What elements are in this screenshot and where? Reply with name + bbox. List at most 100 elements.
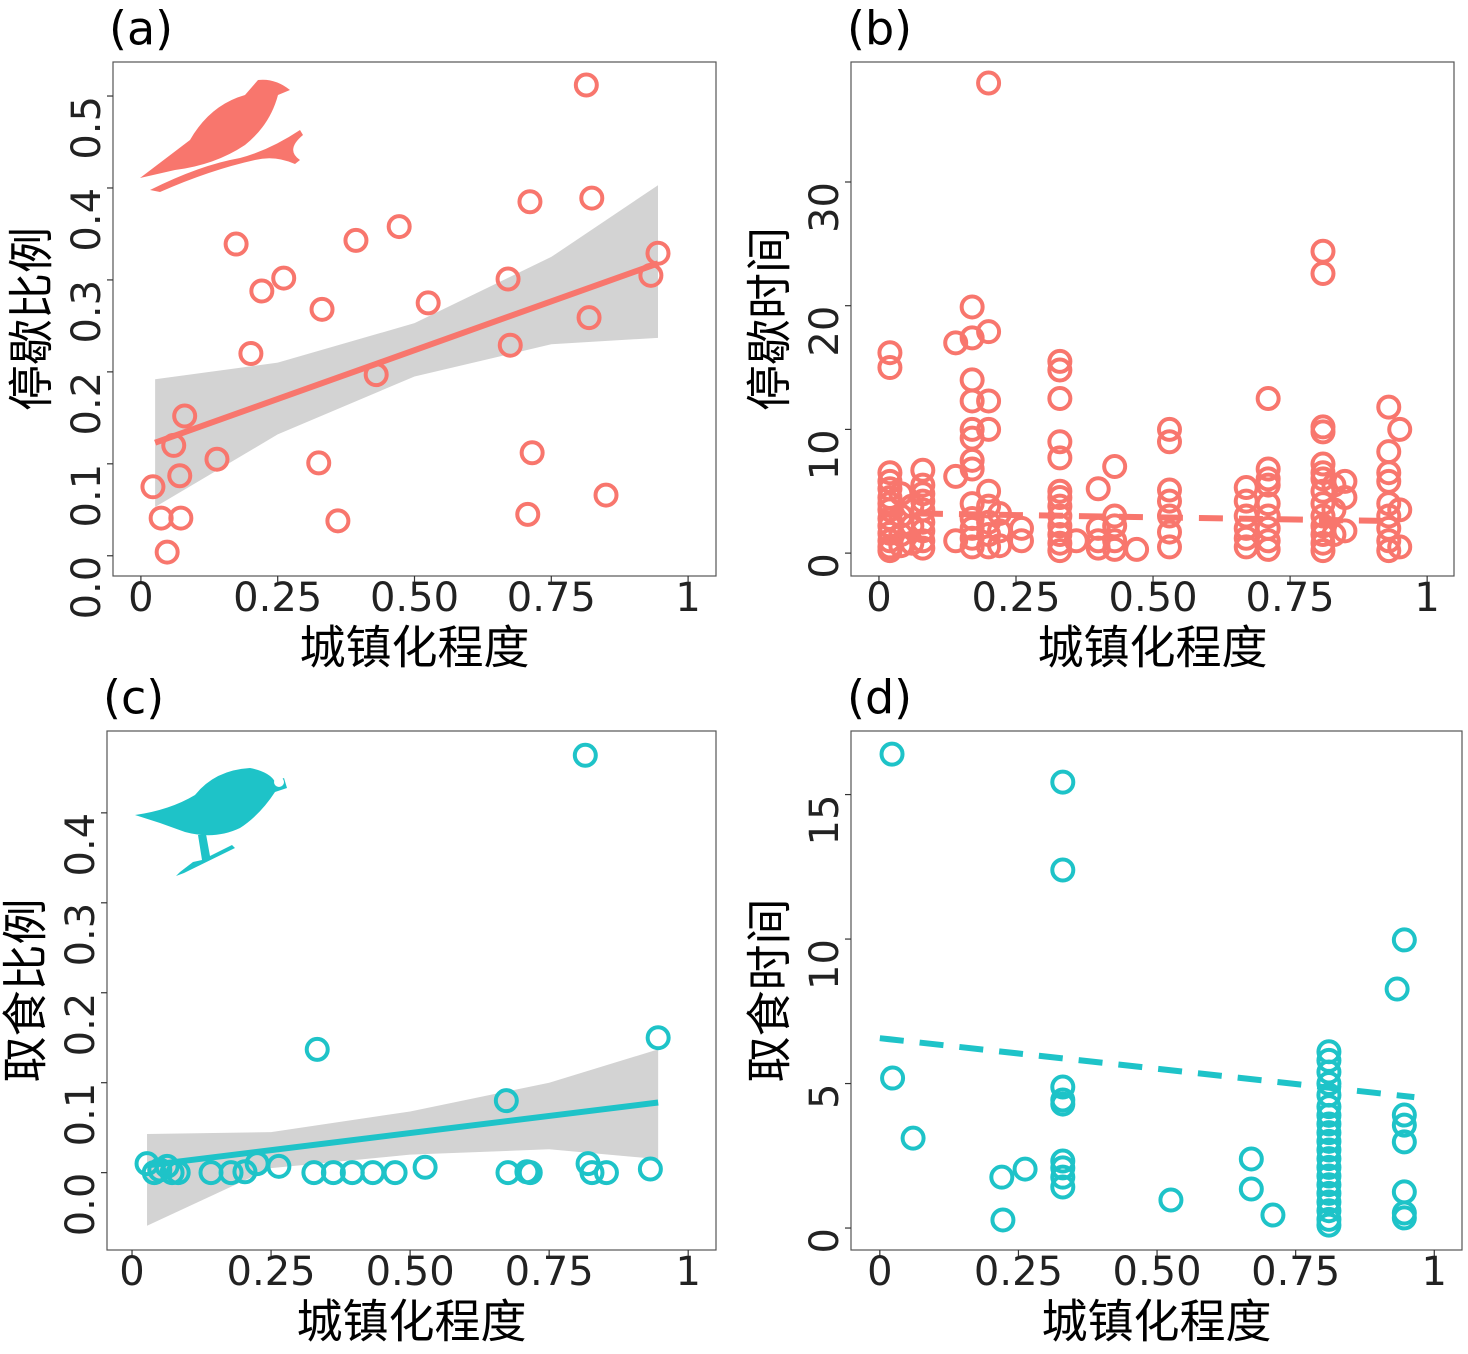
point bbox=[1050, 769, 1076, 795]
point bbox=[1255, 491, 1281, 517]
x-tick-label: 1 bbox=[1414, 575, 1439, 621]
plot-frame bbox=[106, 730, 717, 1251]
x-tick-label: 1 bbox=[1422, 1249, 1447, 1295]
point bbox=[959, 294, 985, 320]
point bbox=[271, 265, 297, 291]
panel-title: (a) bbox=[109, 2, 173, 56]
point bbox=[1391, 1179, 1417, 1205]
point bbox=[140, 474, 166, 500]
point bbox=[1238, 1176, 1264, 1202]
point bbox=[1260, 1202, 1286, 1228]
point bbox=[877, 340, 903, 366]
point bbox=[1047, 429, 1073, 455]
point bbox=[943, 330, 969, 356]
point bbox=[959, 447, 985, 473]
point bbox=[517, 189, 543, 215]
point bbox=[1310, 451, 1336, 477]
point bbox=[900, 1125, 926, 1151]
point bbox=[1332, 518, 1358, 544]
point bbox=[1255, 385, 1281, 411]
point bbox=[382, 1160, 408, 1186]
point bbox=[1316, 1212, 1342, 1238]
y-tick-label: 5 bbox=[802, 1084, 848, 1109]
point bbox=[879, 741, 905, 767]
confidence-band bbox=[155, 185, 658, 508]
point bbox=[412, 1154, 438, 1180]
point bbox=[1316, 1172, 1342, 1198]
point bbox=[910, 528, 936, 554]
point bbox=[1316, 1128, 1342, 1154]
plot-frame bbox=[850, 61, 1455, 577]
y-tick-label: 30 bbox=[802, 182, 848, 233]
point bbox=[218, 1160, 244, 1186]
point bbox=[325, 508, 351, 534]
point bbox=[1316, 1094, 1342, 1120]
point bbox=[1332, 484, 1358, 510]
point bbox=[1332, 468, 1358, 494]
panel-title: (c) bbox=[103, 671, 164, 725]
point bbox=[1156, 416, 1182, 442]
point bbox=[976, 416, 1002, 442]
y-tick-label: 10 bbox=[802, 939, 848, 990]
point bbox=[1310, 261, 1336, 287]
point bbox=[1102, 454, 1128, 480]
point bbox=[959, 456, 985, 482]
point bbox=[1102, 513, 1128, 539]
y-tick-label: 0.2 bbox=[58, 993, 104, 1057]
point bbox=[976, 478, 1002, 504]
point bbox=[1391, 1129, 1417, 1155]
point bbox=[304, 1036, 330, 1062]
x-axis-label: 城镇化程度 bbox=[1042, 1295, 1272, 1349]
point bbox=[959, 388, 985, 414]
x-axis-label: 城镇化程度 bbox=[1038, 621, 1268, 675]
fit-line bbox=[154, 260, 660, 446]
point bbox=[172, 403, 198, 429]
point bbox=[223, 231, 249, 257]
x-tick-label: 0 bbox=[866, 575, 891, 621]
point bbox=[168, 505, 194, 531]
point bbox=[1316, 1154, 1342, 1180]
point bbox=[1008, 528, 1034, 554]
point bbox=[1102, 528, 1128, 554]
point bbox=[1376, 538, 1402, 564]
point bbox=[959, 416, 985, 442]
point bbox=[1387, 534, 1413, 560]
point bbox=[959, 367, 985, 393]
panel-title: (b) bbox=[847, 2, 912, 56]
point bbox=[1255, 456, 1281, 482]
point bbox=[976, 388, 1002, 414]
point bbox=[637, 1156, 663, 1182]
point bbox=[877, 355, 903, 381]
y-tick-label: 15 bbox=[802, 795, 848, 846]
point bbox=[593, 1160, 619, 1186]
point bbox=[1316, 1102, 1342, 1128]
point bbox=[1047, 445, 1073, 471]
point bbox=[386, 214, 412, 240]
point bbox=[572, 742, 598, 768]
y-tick-label: 0.3 bbox=[58, 903, 104, 967]
point bbox=[1124, 536, 1150, 562]
point bbox=[1310, 419, 1336, 445]
point bbox=[517, 1160, 543, 1186]
bird-icon-c bbox=[135, 768, 287, 876]
point bbox=[1316, 1146, 1342, 1172]
y-tick-label: 20 bbox=[802, 306, 848, 357]
y-tick-label: 0.1 bbox=[64, 464, 110, 528]
x-tick-label: 0.50 bbox=[370, 575, 459, 621]
y-tick-label: 0.4 bbox=[58, 813, 104, 877]
point bbox=[1050, 1074, 1076, 1100]
y-axis-label: 取食比例 bbox=[0, 899, 53, 1083]
point bbox=[910, 457, 936, 483]
point bbox=[493, 1088, 519, 1114]
point bbox=[1012, 1156, 1038, 1182]
x-tick-label: 0.50 bbox=[1113, 1249, 1202, 1295]
fit-line bbox=[879, 1035, 1415, 1101]
y-axis-label: 取食时间 bbox=[743, 899, 797, 1083]
x-tick-label: 0.25 bbox=[233, 575, 322, 621]
point bbox=[360, 1160, 386, 1186]
point bbox=[519, 440, 545, 466]
point bbox=[320, 1160, 346, 1186]
point bbox=[415, 290, 441, 316]
